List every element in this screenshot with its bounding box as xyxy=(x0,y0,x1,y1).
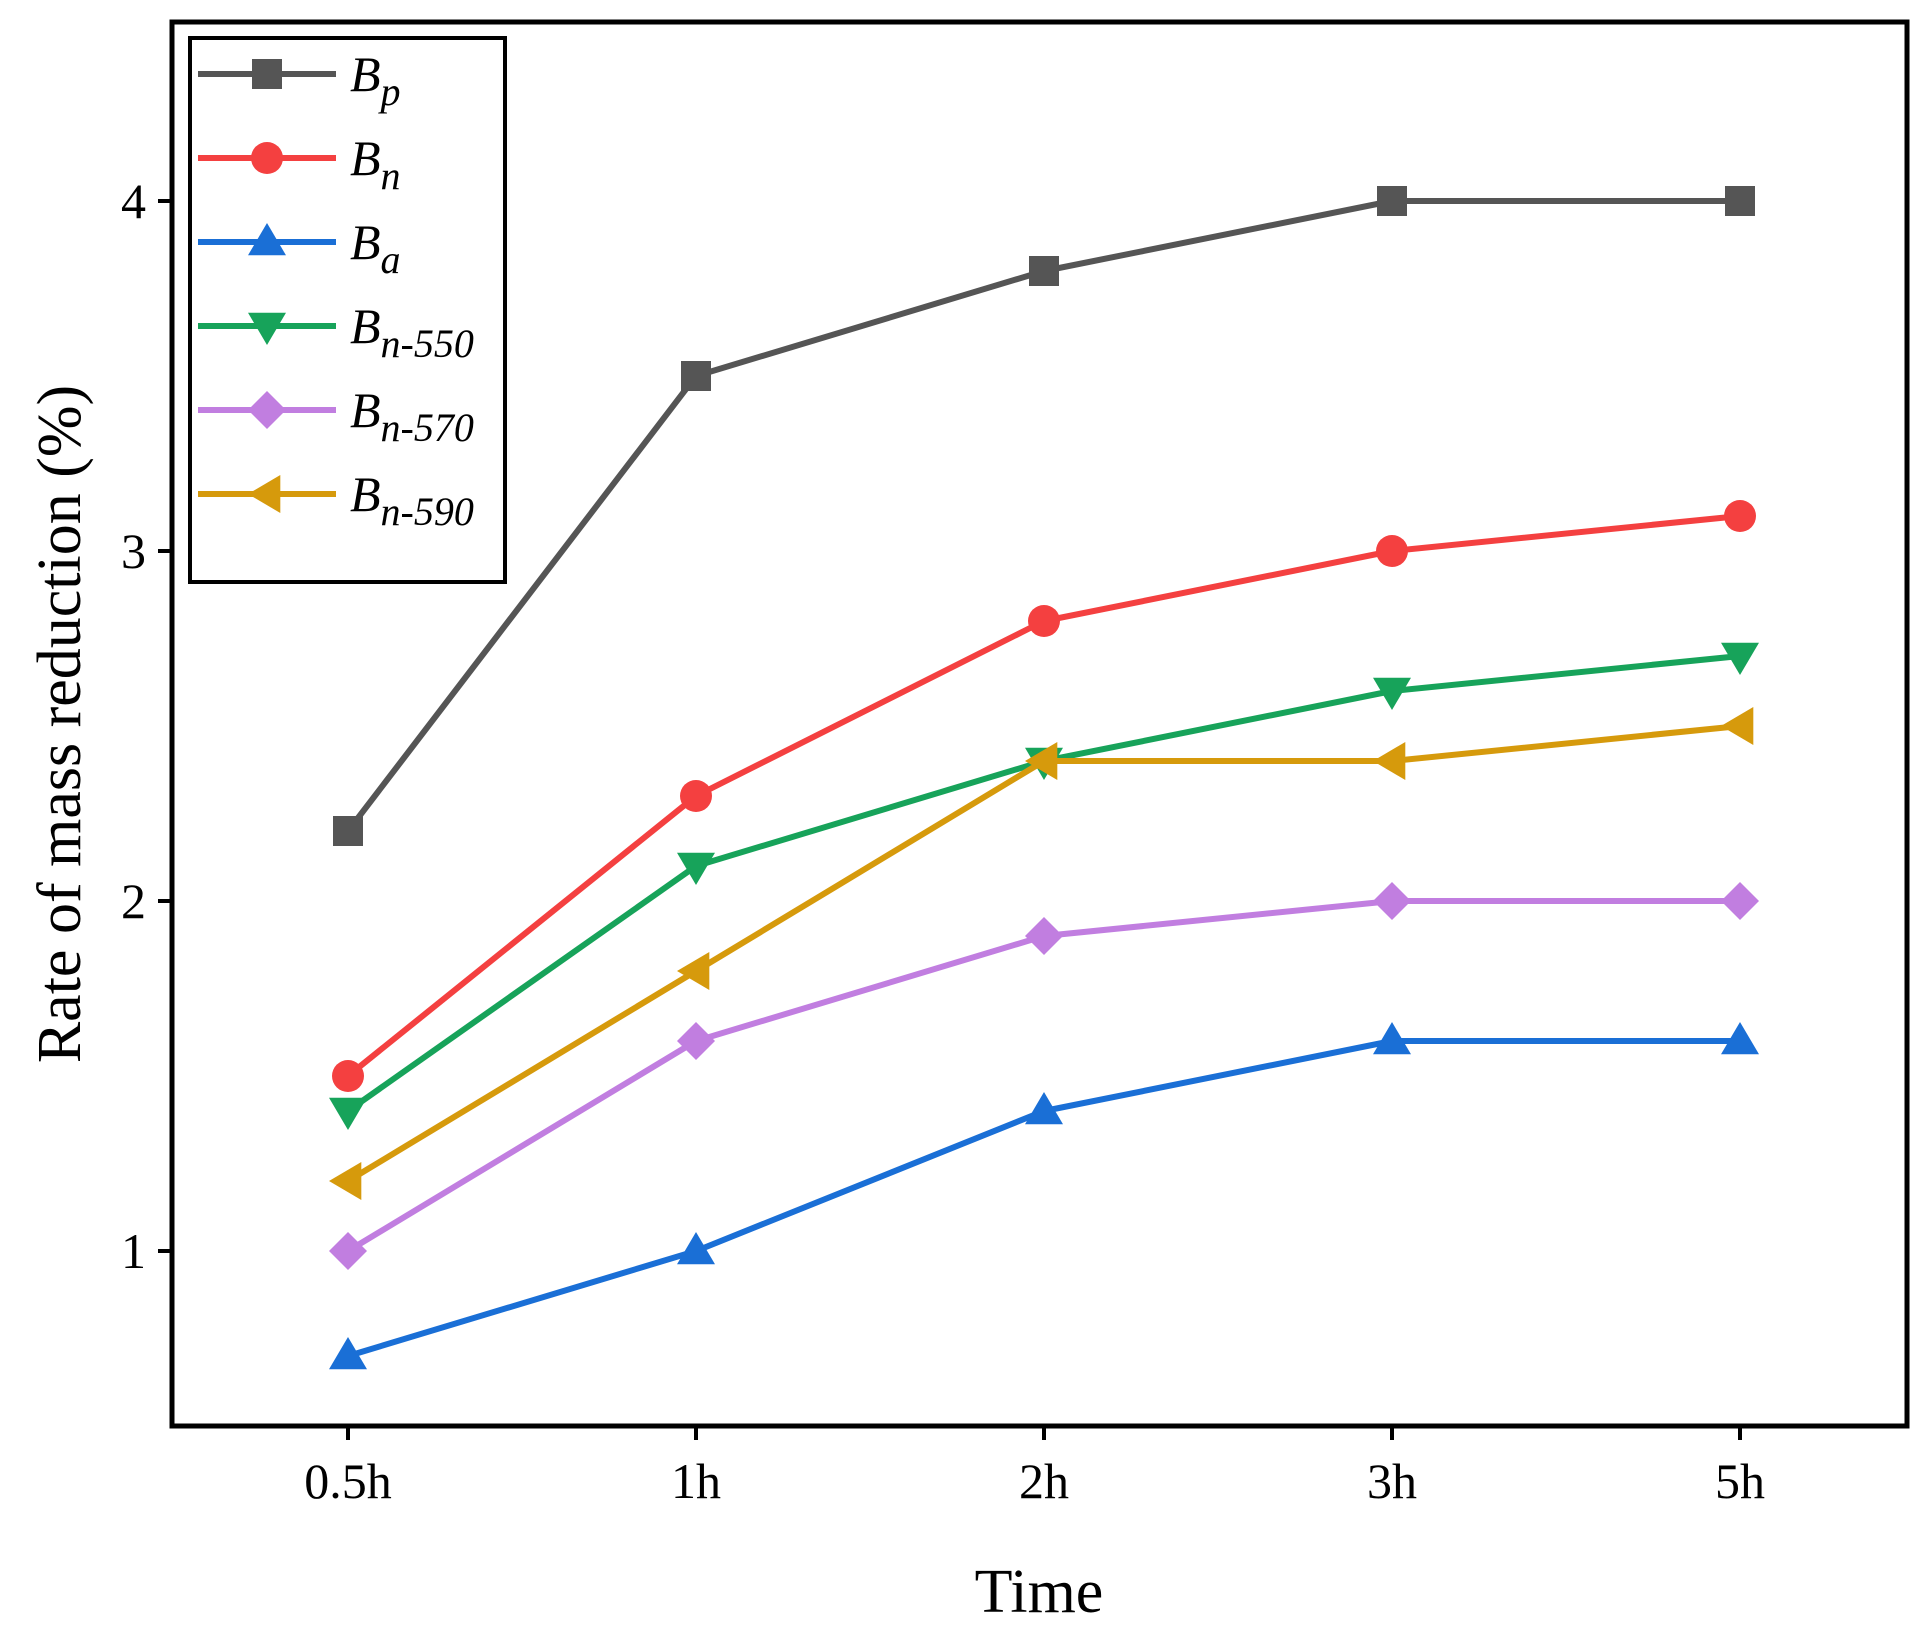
x-tick-label: 0.5h xyxy=(304,1453,392,1509)
data-point xyxy=(1025,742,1058,780)
data-point xyxy=(677,852,715,885)
series-Bn xyxy=(332,500,1756,1092)
data-point xyxy=(329,1337,367,1370)
series-Bn-550 xyxy=(329,642,1759,1130)
data-point xyxy=(1373,742,1406,780)
y-axis-title: Rate of mass reduction (%) xyxy=(26,385,94,1063)
data-point xyxy=(1029,256,1059,286)
y-tick-label: 3 xyxy=(121,523,146,579)
series-line xyxy=(347,1038,1740,1359)
series-line xyxy=(346,513,1741,1079)
data-point xyxy=(333,816,363,846)
legend-marker xyxy=(248,391,286,429)
series-line xyxy=(345,198,1740,833)
x-tick-label: 2h xyxy=(1019,1453,1069,1509)
data-point xyxy=(677,1022,715,1060)
series-Ba xyxy=(329,1022,1759,1370)
data-point xyxy=(1724,500,1756,532)
data-point xyxy=(1721,882,1759,920)
data-point xyxy=(1025,917,1063,955)
data-point xyxy=(1725,186,1755,216)
data-point xyxy=(680,780,712,812)
series-Bp xyxy=(333,186,1755,846)
legend-marker xyxy=(248,475,281,513)
data-point xyxy=(1028,605,1060,637)
legend-entry-Ba: Ba xyxy=(198,214,401,282)
legend-marker xyxy=(252,59,282,89)
data-point xyxy=(332,1060,364,1092)
y-tick-label: 4 xyxy=(121,173,146,229)
y-tick-label: 1 xyxy=(121,1223,146,1279)
data-point xyxy=(1376,535,1408,567)
series-Bn-590 xyxy=(329,707,1754,1200)
data-point xyxy=(1721,1022,1759,1055)
data-point xyxy=(329,1162,362,1200)
data-point xyxy=(329,1232,367,1270)
legend-marker xyxy=(248,223,286,256)
x-axis: 0.5h 1h 2h 3h 5h xyxy=(304,1426,1765,1509)
data-point xyxy=(677,952,710,990)
legend-marker xyxy=(251,142,283,174)
legend-marker xyxy=(248,312,286,345)
data-point xyxy=(1373,677,1411,710)
x-tick-label: 5h xyxy=(1715,1453,1765,1509)
series-group xyxy=(329,186,1759,1370)
data-point xyxy=(681,361,711,391)
x-axis-title: Time xyxy=(975,1558,1104,1626)
data-point xyxy=(1721,707,1754,745)
series-Bn-570 xyxy=(329,882,1759,1270)
x-tick-label: 3h xyxy=(1367,1453,1417,1509)
data-point xyxy=(1025,1092,1063,1125)
y-tick-label: 2 xyxy=(121,873,146,929)
data-point xyxy=(329,1097,367,1130)
data-point xyxy=(677,1232,715,1265)
plot-frame xyxy=(169,19,1910,1429)
x-tick-label: 1h xyxy=(671,1453,721,1509)
data-point xyxy=(1373,1022,1411,1055)
data-point xyxy=(1377,186,1407,216)
data-point xyxy=(1373,882,1411,920)
data-point xyxy=(1721,642,1759,675)
y-axis: 1 2 3 4 xyxy=(121,173,172,1279)
